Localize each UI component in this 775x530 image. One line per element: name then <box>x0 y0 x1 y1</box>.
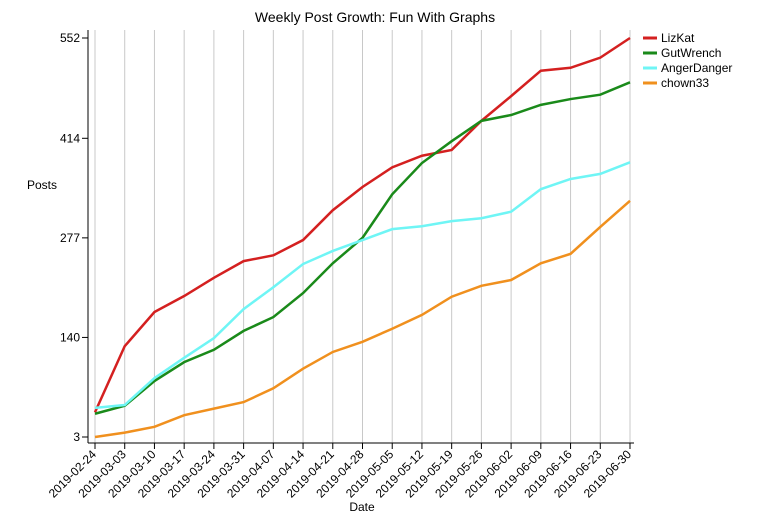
legend-label: GutWrench <box>661 46 721 60</box>
y-tick-label: 414 <box>60 131 80 145</box>
series-line <box>94 199 631 439</box>
legend-label: chown33 <box>661 76 709 90</box>
y-tick-label: 552 <box>60 31 80 45</box>
y-tick-label: 277 <box>60 231 80 245</box>
series-line <box>94 81 631 415</box>
chart-title: Weekly Post Growth: Fun With Graphs <box>255 9 495 25</box>
series-line <box>94 161 631 410</box>
legend-label: LizKat <box>661 31 695 45</box>
series-line <box>93 36 631 413</box>
legend-label: AngerDanger <box>661 61 732 75</box>
y-axis-label: Posts <box>27 178 57 192</box>
y-tick-label: 140 <box>60 330 80 344</box>
x-axis-label: Date <box>349 500 375 514</box>
y-tick-label: 3 <box>73 430 80 444</box>
